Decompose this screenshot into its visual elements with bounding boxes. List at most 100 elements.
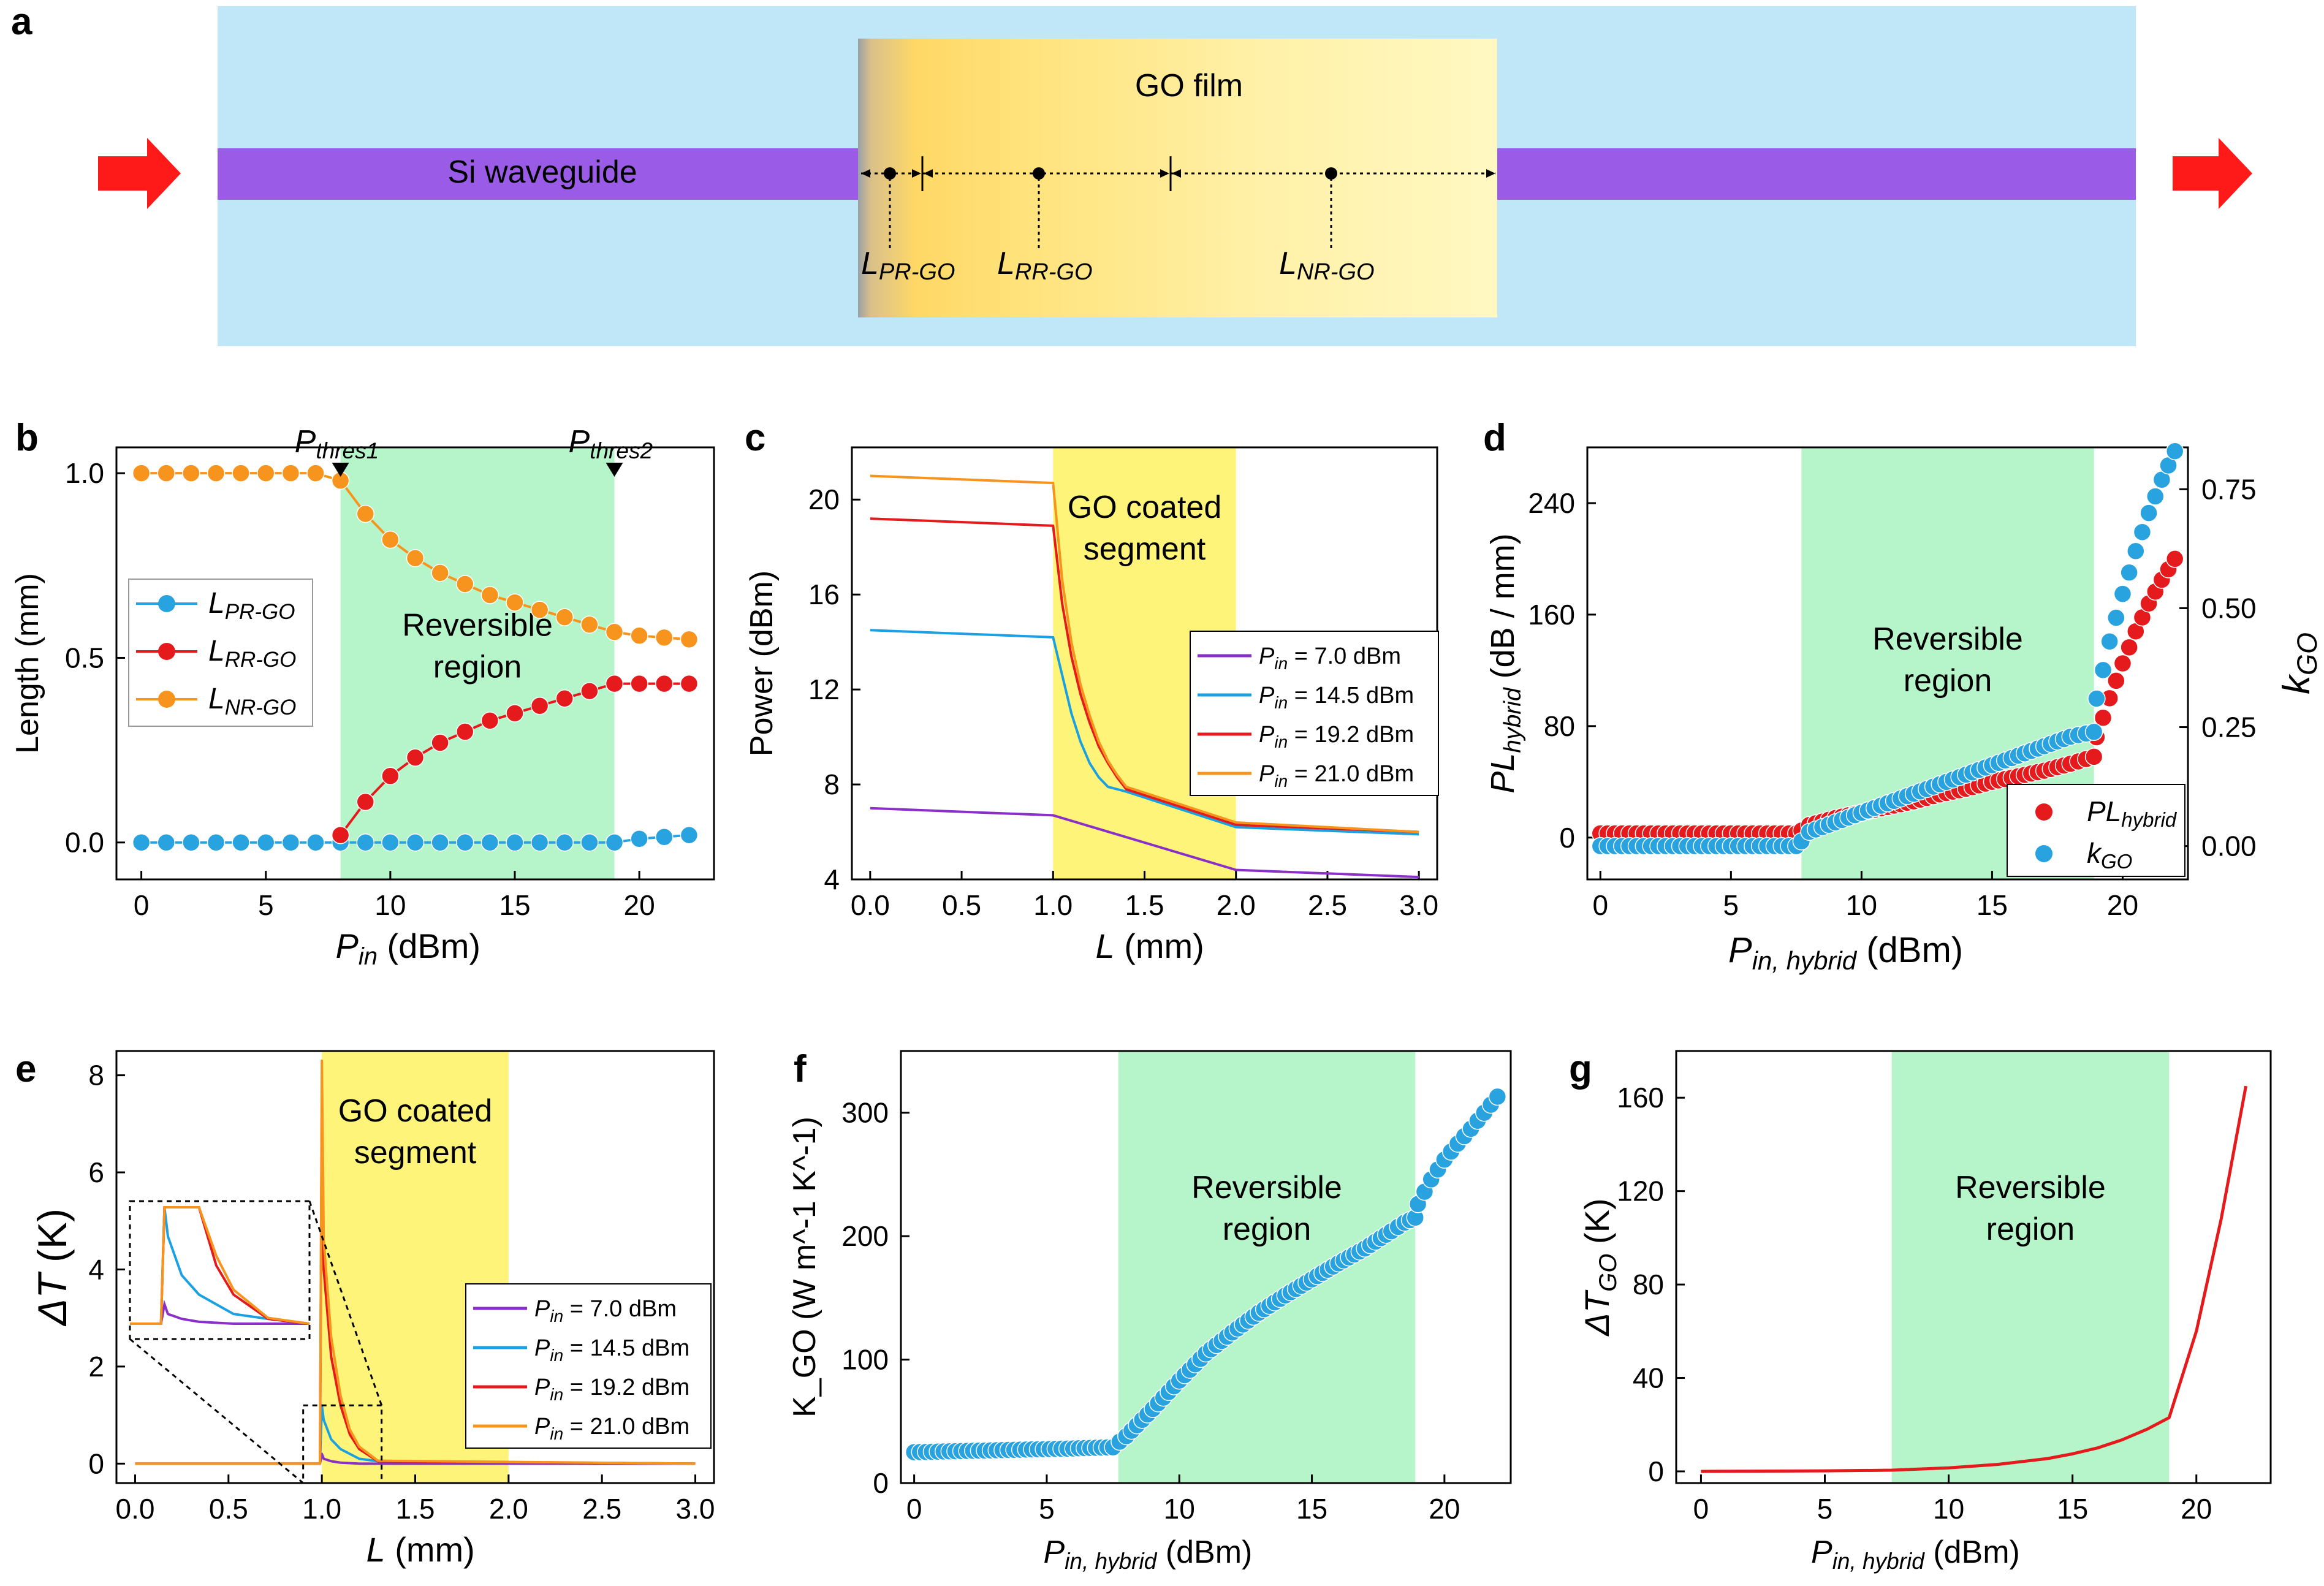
e-x-axis-title: L (mm) xyxy=(366,1530,475,1569)
c-series-2-series-line xyxy=(870,517,1419,833)
b-legend-marker xyxy=(158,643,175,660)
d-xtick-label: 0 xyxy=(1593,889,1609,921)
b-NR-GO-data-point xyxy=(306,464,325,482)
c-legend-label: Pin = 21.0 dBm xyxy=(1259,761,1414,791)
c-legend-main: P xyxy=(1259,761,1275,787)
b-RR-GO-data-point xyxy=(506,704,524,723)
e-xtick-label: 1.5 xyxy=(396,1493,435,1525)
g-xtick-label: 20 xyxy=(2181,1493,2212,1525)
g-y-axis-title-tail: (K) xyxy=(1578,1198,1616,1253)
g-ytick-label: 80 xyxy=(1633,1269,1664,1300)
c-y-axis-title: Power (dBm) xyxy=(744,571,780,756)
c-region-label: segment xyxy=(1084,531,1206,567)
b-y-axis-title: Length (mm) xyxy=(10,573,45,754)
d-ytick-label: 0 xyxy=(1559,822,1575,854)
d-y2tick-label: 0.00 xyxy=(2201,830,2257,862)
f-xtick-label: 5 xyxy=(1039,1493,1055,1525)
d-GO-data-point xyxy=(2120,563,2138,582)
panel-c-letter: c xyxy=(745,417,765,459)
label-lrr-go: LRR-GO xyxy=(997,246,1093,285)
b-PR-GO-data-point xyxy=(605,833,624,852)
b-PR-GO-data-point xyxy=(580,833,599,852)
e-legend-tail: = 19.2 dBm xyxy=(563,1375,689,1400)
panel-a: a GO film Si waveguide LPR-GO LRR- xyxy=(11,1,2252,346)
d-y2tick-label: 0.50 xyxy=(2201,592,2257,624)
g-x-axis-title-sub: in, hybrid xyxy=(1832,1549,1926,1574)
e-legend-tail: = 14.5 dBm xyxy=(563,1335,689,1361)
d-GO-data-point xyxy=(2113,585,2132,603)
e-y-axis-title-tail: (K) xyxy=(29,1208,75,1273)
e-legend-main: P xyxy=(534,1375,550,1400)
b-PR-GO-data-point xyxy=(207,833,226,852)
d-legend-label-main: PL xyxy=(2087,795,2121,827)
c-legend-box xyxy=(1190,631,1439,796)
d-GO-data-point xyxy=(2107,609,2125,627)
c-series-3-series-line xyxy=(870,474,1419,833)
d-x-axis-title-tail: (dBm) xyxy=(1856,930,1963,970)
g-dtgo-series-line xyxy=(1701,1085,2248,1473)
f-x-axis-title: Pin, hybrid (dBm) xyxy=(1044,1535,1253,1574)
f-xtick-label: 0 xyxy=(906,1493,922,1525)
e-xtick-label: 2.5 xyxy=(582,1493,621,1525)
d-hybrid-data-point xyxy=(2107,672,2125,690)
b-threshold-label: Pthres1 xyxy=(295,424,379,463)
go-film-label: GO film xyxy=(1135,68,1243,104)
b-NR-GO-data-point xyxy=(630,626,648,645)
e-y-axis-title-main: ΔT xyxy=(29,1271,75,1327)
e-legend-tail: = 21.0 dBm xyxy=(563,1414,689,1440)
b-ytick-label: 0.0 xyxy=(65,827,104,859)
e-ytick-label: 0 xyxy=(88,1448,104,1479)
b-threshold-marker-icon xyxy=(606,463,623,477)
e-xtick-label: 2.0 xyxy=(489,1493,528,1525)
e-legend-main: P xyxy=(534,1296,550,1322)
b-NR-GO-data-point xyxy=(480,586,499,604)
c-ytick-label: 16 xyxy=(808,579,840,610)
b-RR-GO-data-point xyxy=(456,723,474,741)
g-region-label: Reversible xyxy=(1955,1170,2106,1205)
b-RR-GO-data-point xyxy=(680,674,699,693)
b-legend-label-main: L xyxy=(208,635,225,667)
d-xtick-label: 5 xyxy=(1723,889,1739,921)
g-xtick-label: 5 xyxy=(1817,1493,1833,1525)
e-xtick-label: 0.0 xyxy=(115,1493,154,1525)
d-y-axis-title-main: PL xyxy=(1484,753,1521,794)
b-PR-GO-data-point xyxy=(431,833,449,852)
c-xtick-label: 1.0 xyxy=(1033,889,1073,921)
f-ytick-label: 200 xyxy=(841,1220,889,1252)
c-legend-tail: = 21.0 dBm xyxy=(1288,761,1414,787)
panel-g-chart: g Reversible region 0 5 10 15 20 0 40 80 120 160 Pin,… xyxy=(1569,1048,2272,1574)
e-xtick-label: 1.0 xyxy=(302,1493,341,1525)
d-plot-frame xyxy=(1586,446,2189,881)
d-region-label: region xyxy=(1904,663,1992,699)
f-region-label: region xyxy=(1223,1212,1312,1247)
d-x-axis-title: Pin, hybrid (dBm) xyxy=(1728,930,1963,975)
b-RR-GO-data-point xyxy=(381,767,400,786)
g-x-axis-title: Pin, hybrid (dBm) xyxy=(1811,1535,2020,1574)
c-legend-tail: = 7.0 dBm xyxy=(1288,643,1401,669)
b-NR-GO-data-point xyxy=(207,464,226,482)
e-legend-label: Pin = 14.5 dBm xyxy=(534,1335,689,1365)
b-PR-GO-data-point xyxy=(257,833,275,852)
b-NR-GO-data-point xyxy=(381,530,400,549)
panel-f-letter: f xyxy=(794,1048,807,1090)
c-xtick-label: 0.5 xyxy=(942,889,981,921)
d-GO-data-point xyxy=(2146,487,2165,506)
panel-c-chart: c GO coated segment 0.0 0.5 1.0 1.5 2.0 2.5 3.0 4 8… xyxy=(744,417,1439,965)
b-xtick-label: 0 xyxy=(134,889,150,921)
b-PR-GO-data-point xyxy=(281,833,300,852)
f-x-axis-title-main: P xyxy=(1044,1535,1065,1570)
c-legend-sub: in xyxy=(1274,732,1288,751)
b-PR-GO-data-point xyxy=(506,833,524,852)
d-GO-data-point xyxy=(2094,661,2113,680)
b-PR-GO-data-point xyxy=(630,829,648,848)
g-x-axis-title-main: P xyxy=(1811,1535,1832,1570)
e-legend-label: Pin = 21.0 dBm xyxy=(534,1414,689,1443)
b-PR-GO-data-point xyxy=(680,825,699,844)
d-hybrid-data-point xyxy=(2094,708,2113,727)
c-legend-sub: in xyxy=(1274,654,1288,673)
c-series-0-series-line xyxy=(870,806,1419,879)
b-legend-label-main: L xyxy=(208,683,225,715)
f-region-shade xyxy=(1118,1051,1416,1483)
e-series-3-series-line xyxy=(135,1059,696,1465)
